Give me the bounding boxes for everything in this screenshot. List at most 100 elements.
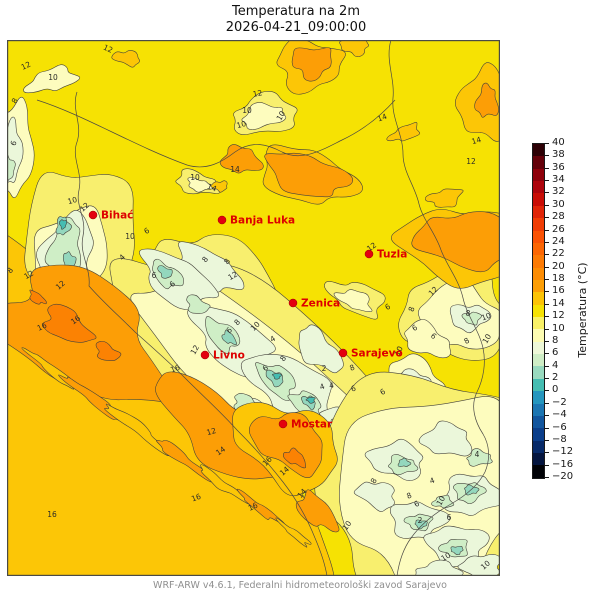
colorbar-segment [533,218,544,231]
colorbar-segment [533,181,544,194]
colorbar-tick-label: 20 [552,260,565,272]
contour-fill-region [397,457,412,468]
colorbar-segment [533,378,544,392]
colorbar-tick-label: 36 [552,161,565,173]
contour-fill-region [333,289,373,313]
colorbar-tick-mark [545,266,549,268]
contour-label: 10 [125,232,135,241]
contour-fill-region [264,152,354,198]
border-east [388,40,489,576]
colorbar-segment [533,428,544,441]
contour-label: 6 [9,139,19,147]
colorbar-segment [533,465,544,478]
contour-fill-region [431,494,455,509]
colorbar-segment [533,156,544,169]
colorbar-segment [533,415,544,429]
city-label-tuzla: Tuzla [377,249,407,261]
colorbar-tick-mark [545,241,549,243]
colorbar-tick-label: 12 [552,310,565,322]
city-marker-banja-luka [217,215,227,225]
colorbar-tick-label: −8 [552,433,567,445]
contour-label: 6 [410,323,419,333]
contour-label: 8 [7,266,15,276]
colorbar-tick-label: −2 [552,396,567,408]
colorbar-tick-label: 34 [552,174,565,186]
colorbar-segment [533,329,544,342]
colorbar-tick-label: 10 [552,322,565,334]
contour-fill-region [42,303,97,343]
contour-label: 10 [439,550,452,563]
contour-label: 10 [480,311,492,323]
contour-label: 14 [376,112,388,124]
contour-label: 4 [428,476,436,486]
colorbar-tick-mark [545,477,549,478]
contour-label: 10 [67,195,79,206]
colorbar-tick-label: 0 [552,384,559,396]
city-label-sarajevo: Sarajevo [351,348,403,360]
colorbar-tick-label: 18 [552,273,565,285]
colorbar-segment [533,144,544,157]
contour-label: 10 [435,494,448,507]
attribution-footer: WRF-ARW v4.6.1, Federalni hidrometeorolo… [153,580,447,591]
contour-label: 12 [20,60,33,72]
contour-fill-region [95,340,122,362]
colorbar-tick-mark [545,180,549,182]
contour-fill-region [157,265,173,279]
colorbar-segment [533,230,544,243]
city-markers: Bihać Banja Luka Tuzla Zenica Livno Sarajevo M… [88,210,407,431]
colorbar-segment [533,354,544,367]
contour-label: 6 [152,271,157,280]
city-label-bihac: Bihać [101,210,133,222]
contour-fill-region [7,154,16,185]
colorbar-segment [533,304,544,318]
contour-label: 2 [322,364,327,373]
contour-fill-region [275,517,312,548]
contour-fill-region [298,324,344,374]
contour-label: 12 [22,268,35,281]
country-borders [36,40,489,576]
city-marker-bihac [88,210,98,220]
colorbar-tick-mark [545,439,549,441]
colorbar-tick-mark [545,291,549,293]
contour-label: 10 [393,345,405,358]
contour-fill-region [104,403,171,457]
contour-label: 12 [466,157,476,166]
contour-label: 16 [190,492,202,504]
colorbar-tick-label: 38 [552,149,565,161]
contour-fill-region [187,177,214,193]
contour-fill-region [411,211,500,273]
contour-label: 2 [418,516,423,525]
contour-label: 6 [383,302,392,312]
contour-fill-region [23,64,81,94]
colorbar-tick-label: −4 [552,409,567,421]
contour-label: 16 [36,321,49,333]
colorbar-tick-mark [545,316,549,318]
city-marker-sarajevo [338,348,348,358]
contour-label: 8 [10,96,20,105]
colorbar-axis-label: Temperatura (°C) [576,262,589,358]
contour-label: 8 [200,255,210,265]
colorbar-tick-label: 16 [552,285,565,297]
colorbar-tick-label: 6 [552,347,559,359]
contour-fill-region [414,519,428,530]
colorbar-tick-label: 4 [552,359,559,371]
contour-label: 4 [318,382,326,392]
colorbar-segment [533,279,544,293]
contour-fill-region [339,40,369,57]
contour-label: 4 [268,334,277,344]
contour-label: 12 [226,269,239,282]
contour-fill-region [291,47,332,82]
colorbar-segment [533,205,544,219]
contour-label: 6 [429,331,439,341]
colorbar-tick-label: −16 [552,458,574,470]
contour-label: 8 [466,309,471,318]
colorbar-tick-label: 40 [552,137,565,148]
colorbar-tick-mark [545,155,549,157]
colorbar-tick-mark [545,279,549,281]
city-marker-tuzla [364,249,374,259]
contour-fill-region [156,440,213,483]
contour-label: 8 [369,476,379,485]
border-north [36,99,396,168]
colorbar-segment [533,255,544,268]
